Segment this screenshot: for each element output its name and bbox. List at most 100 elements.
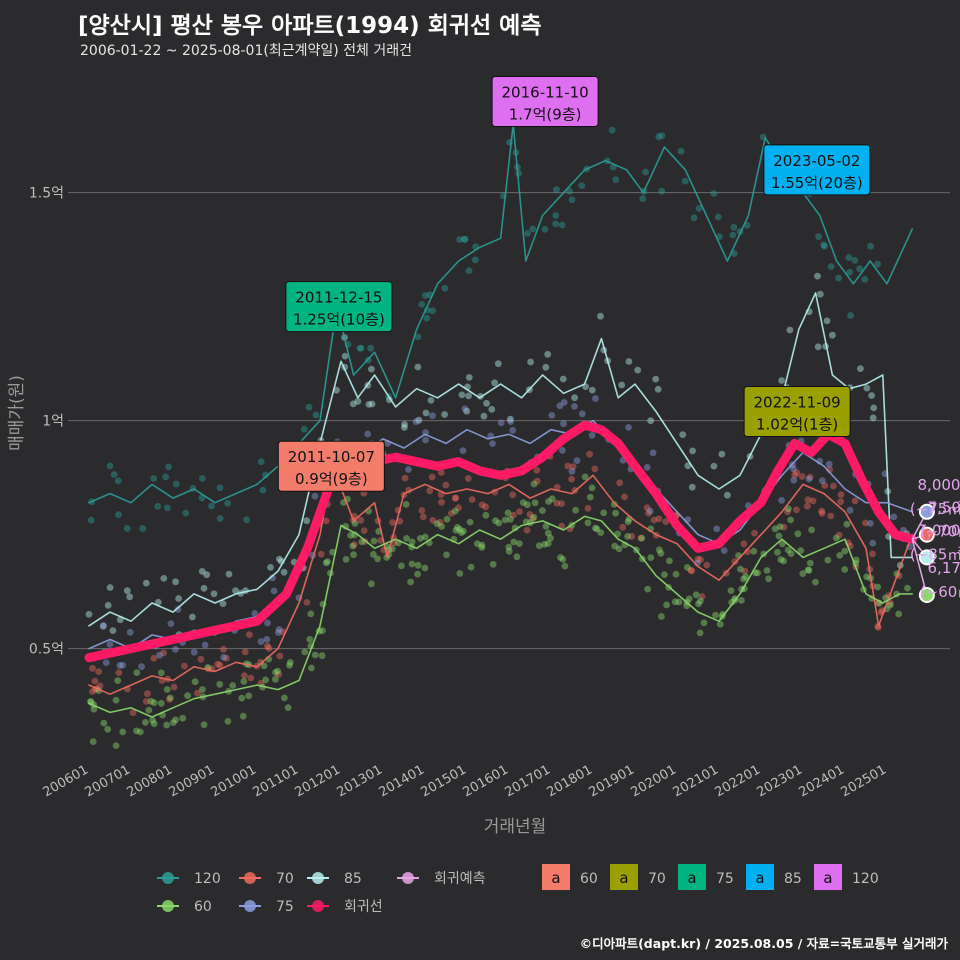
scatter-point-85 [857, 365, 864, 372]
scatter-point-75 [412, 418, 420, 426]
scatter-point-60 [467, 563, 475, 571]
scatter-point-85 [368, 400, 376, 408]
scatter-point-85 [441, 411, 448, 418]
scatter-point-75 [571, 403, 578, 410]
scatter-point-85 [354, 397, 362, 405]
scatter-point-70 [389, 519, 396, 526]
scatter-point-120 [639, 195, 647, 203]
scatter-point-60 [530, 480, 538, 488]
scatter-point-85 [588, 386, 596, 394]
scatter-point-60 [777, 556, 785, 563]
scatter-point-60 [157, 669, 165, 677]
scatter-point-70 [438, 498, 445, 506]
scatter-point-60 [904, 584, 911, 592]
scatter-point-70 [276, 652, 284, 660]
scatter-point-60 [852, 556, 860, 564]
scatter-point-85 [814, 272, 821, 280]
scatter-point-75 [778, 497, 785, 504]
scatter-point-60 [559, 555, 567, 563]
scatter-point-120 [541, 225, 549, 233]
scatter-point-60 [644, 585, 652, 593]
scatter-point-60 [513, 553, 521, 561]
scatter-point-60 [169, 719, 177, 726]
scatter-point-85 [816, 290, 824, 298]
annotation-box [277, 440, 385, 492]
legend-label: 75 [276, 899, 294, 915]
scatter-point-85 [267, 564, 274, 571]
scatter-point-60 [832, 534, 840, 542]
scatter-point-70 [264, 642, 271, 650]
scatter-point-85 [786, 326, 794, 334]
scatter-point-60 [281, 694, 288, 702]
scatter-point-75 [649, 449, 657, 457]
scatter-point-60 [666, 557, 673, 565]
scatter-point-60 [672, 570, 680, 578]
scatter-point-75 [269, 574, 276, 582]
forecast-size: (~85㎡) [910, 545, 960, 563]
scatter-point-60 [489, 561, 497, 568]
scatter-point-60 [342, 555, 350, 563]
scatter-point-60 [482, 511, 490, 519]
scatter-point-60 [808, 526, 815, 534]
scatter-point-60 [443, 551, 450, 559]
scatter-point-85 [104, 601, 112, 609]
scatter-point-60 [544, 540, 552, 547]
scatter-point-60 [779, 540, 786, 548]
scatter-point-85 [544, 350, 552, 358]
x-tick-label: 200601 [41, 762, 91, 800]
scatter-point-60 [663, 601, 670, 609]
scatter-point-120 [199, 475, 206, 482]
scatter-point-60 [806, 559, 814, 567]
scatter-point-120 [163, 504, 171, 512]
scatter-point-60 [157, 699, 165, 707]
scatter-point-60 [149, 716, 156, 724]
scatter-point-120 [642, 168, 649, 176]
scatter-point-85 [341, 352, 349, 360]
scatter-point-85 [778, 377, 785, 384]
scatter-point-120 [471, 256, 479, 264]
scatter-point-120 [356, 345, 364, 352]
scatter-point-120 [172, 480, 180, 488]
scatter-point-120 [123, 525, 131, 532]
forecast-point-75 [918, 503, 935, 520]
annotation-date: 2011-10-07 [288, 448, 375, 466]
scatter-point-60 [661, 571, 668, 578]
scatter-point-85 [829, 331, 836, 339]
scatter-point-75 [869, 539, 877, 547]
scatter-point-120 [552, 212, 560, 219]
scatter-point-85 [463, 407, 471, 415]
scatter-point-75 [172, 646, 179, 653]
scatter-point-85 [689, 447, 696, 455]
scatter-point-120 [695, 204, 703, 212]
scatter-point-75 [560, 399, 568, 406]
scatter-point-75 [201, 641, 209, 649]
scatter-point-60 [238, 694, 246, 702]
scatter-point-75 [568, 467, 576, 475]
scatter-point-75 [190, 648, 198, 656]
scatter-point-70 [426, 487, 434, 495]
forecast-value: 8,000 [918, 476, 960, 494]
scatter-point-60 [272, 675, 279, 683]
scatter-point-60 [414, 561, 422, 569]
x-tick-label: 201401 [377, 762, 427, 800]
annotation-box [285, 281, 393, 333]
scatter-point-85 [200, 584, 208, 592]
chart-subtitle: 2006-01-22 ~ 2025-08-01(최근계약일) 전체 거래건 [80, 43, 412, 59]
scatter-point-70 [144, 690, 151, 698]
scatter-point-75 [646, 507, 654, 515]
scatter-point-60 [794, 530, 802, 538]
legend-item-회귀예측: 회귀예측 [397, 871, 486, 887]
scatter-point-60 [507, 515, 514, 523]
scatter-point-60 [368, 580, 375, 588]
x-tick-label: 202401 [797, 762, 847, 800]
scatter-point-120 [114, 477, 122, 485]
legend-badge-glyph: a [755, 869, 764, 887]
scatter-point-60 [414, 570, 421, 578]
scatter-point-60 [886, 601, 894, 609]
scatter-point-120 [874, 260, 881, 268]
scatter-point-85 [276, 555, 283, 563]
forecast-size: (~60㎡) [920, 583, 960, 601]
scatter-point-75 [270, 587, 278, 595]
scatter-point-60 [403, 535, 410, 542]
scatter-point-60 [133, 669, 141, 676]
